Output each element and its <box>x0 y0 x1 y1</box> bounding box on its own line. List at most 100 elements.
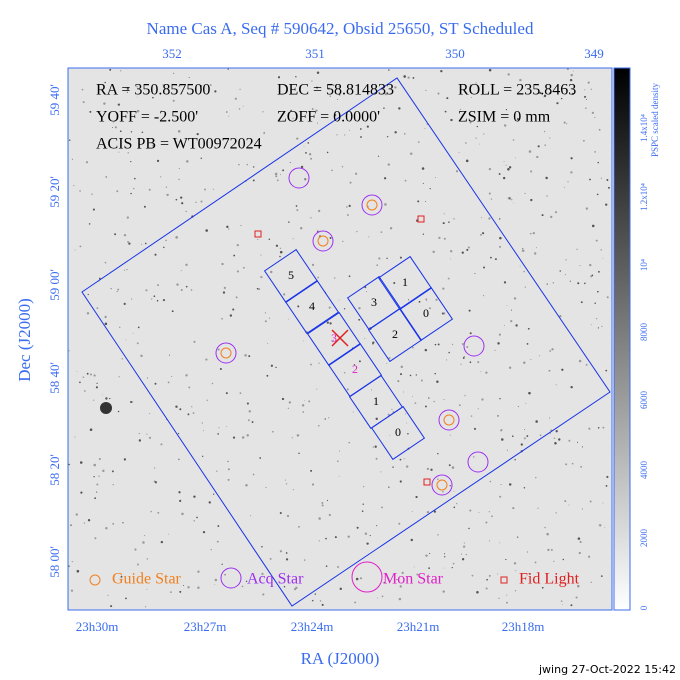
star-dot <box>475 137 477 139</box>
star-dot <box>224 574 226 576</box>
star-dot <box>263 131 265 133</box>
star-dot <box>411 511 413 513</box>
star-dot <box>93 374 96 377</box>
star-dot <box>81 88 84 91</box>
star-dot <box>136 109 140 113</box>
star-dot <box>386 257 388 260</box>
star-dot <box>442 490 444 493</box>
star-dot <box>89 428 93 431</box>
star-dot <box>529 232 532 235</box>
acq-star <box>215 342 237 364</box>
star-dot <box>283 586 286 588</box>
star-dot <box>459 404 461 406</box>
star-dot <box>469 361 472 364</box>
star-dot <box>248 355 251 358</box>
guide-star <box>436 479 448 491</box>
star-dot <box>142 541 145 544</box>
star-dot <box>122 522 124 524</box>
star-dot <box>482 294 485 297</box>
star-dot <box>132 401 134 403</box>
star-dot <box>238 163 240 166</box>
star-dot <box>483 133 485 135</box>
star-dot <box>489 480 492 483</box>
star-dot <box>577 441 579 443</box>
left-tick-label: 58 40' <box>47 362 62 394</box>
star-dot <box>488 192 491 195</box>
star-dot <box>96 382 98 384</box>
star-dot <box>107 594 109 596</box>
star-dot <box>171 310 174 313</box>
star-dot <box>388 69 390 71</box>
colorbar-tick-label: 6000 <box>639 391 649 410</box>
star-dot <box>160 110 163 112</box>
star-dot <box>130 160 132 163</box>
star-field <box>68 67 610 608</box>
pointing-info: ACIS PB = WT00972024 <box>96 136 262 153</box>
star-dot <box>597 426 600 429</box>
star-dot <box>469 332 472 335</box>
star-dot <box>485 521 488 524</box>
star-dot <box>537 145 540 148</box>
star-dot <box>514 157 516 159</box>
star-dot <box>318 362 320 364</box>
star-dot <box>310 363 312 366</box>
star-dot <box>407 76 410 79</box>
star-dot <box>361 510 364 512</box>
bottom-tick-label: 23h18m <box>502 619 545 634</box>
star-dot <box>109 397 111 400</box>
star-dot <box>512 506 515 510</box>
star-dot <box>588 427 591 430</box>
star-dot <box>559 315 562 318</box>
star-dot <box>301 404 305 407</box>
chip-label: 1 <box>373 394 379 408</box>
star-dot <box>462 545 466 548</box>
star-dot <box>126 268 128 271</box>
star-dot <box>175 236 178 239</box>
left-tick-label: 58 20' <box>47 454 62 486</box>
star-dot <box>165 239 167 242</box>
star-dot <box>555 512 557 514</box>
star-dot <box>178 491 181 494</box>
star-dot <box>561 603 563 605</box>
star-dot <box>156 299 159 302</box>
star-dot <box>134 177 136 180</box>
star-dot <box>606 178 609 181</box>
star-dot <box>555 430 558 433</box>
star-dot <box>240 225 242 227</box>
chip-label: 3 <box>331 331 337 345</box>
left-tick-label: 59 40' <box>47 84 62 116</box>
legend-label: Acq Star <box>247 571 304 588</box>
star-dot <box>433 510 437 513</box>
bottom-tick-label: 23h30m <box>76 619 119 634</box>
star-dot <box>498 245 501 248</box>
star-dot <box>79 245 82 248</box>
star-dot <box>403 133 406 135</box>
star-dot <box>594 302 596 305</box>
footer: jwing 27-Oct-2022 15:42 <box>538 663 676 676</box>
star-dot <box>337 98 339 100</box>
star-dot <box>478 143 480 145</box>
star-dot <box>123 302 126 305</box>
star-dot <box>162 84 164 86</box>
star-dot <box>166 193 169 197</box>
star-dot <box>428 567 430 570</box>
star-dot <box>160 443 163 446</box>
star-dot <box>471 574 474 577</box>
star-dot <box>348 441 351 444</box>
colorbar-tick-label: 4000 <box>639 461 649 480</box>
star-dot <box>310 157 313 160</box>
star-dot <box>512 202 514 204</box>
star-dot <box>236 270 239 273</box>
star-dot <box>87 293 89 296</box>
star-dot <box>192 412 195 414</box>
star-dot <box>202 430 205 432</box>
star-dot <box>383 107 385 109</box>
star-dot <box>191 406 193 408</box>
star-dot <box>546 283 548 285</box>
star-dot <box>113 120 116 122</box>
star-dot <box>154 253 157 256</box>
star-dot <box>449 485 451 487</box>
star-dot <box>476 590 479 594</box>
star-dot <box>298 452 300 455</box>
star-dot <box>491 515 493 518</box>
